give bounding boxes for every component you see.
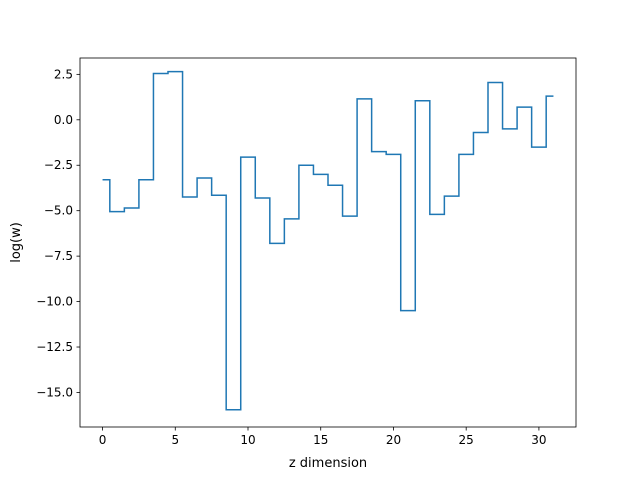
y-tick-label: −5.0: [44, 204, 73, 218]
y-tick-label: 0.0: [54, 113, 73, 127]
x-tick-label: 0: [99, 433, 107, 447]
x-tick-label: 5: [171, 433, 179, 447]
step-series-line: [102, 70, 554, 411]
y-axis-ticks: 2.5 0.0 −2.5 −5.0 −7.5 −10.0 −12.5 −15.0: [36, 67, 80, 399]
x-tick-label: 20: [386, 433, 401, 447]
y-tick-label: 2.5: [54, 67, 73, 81]
y-tick-label: −7.5: [44, 249, 73, 263]
x-tick-label: 15: [313, 433, 328, 447]
x-axis-label: z dimension: [289, 456, 367, 471]
axes-frame: [79, 57, 577, 428]
y-tick-label: −12.5: [36, 340, 73, 354]
y-axis-label: log(w): [9, 222, 24, 263]
y-tick-label: −10.0: [36, 295, 73, 309]
y-tick-label: −2.5: [44, 158, 73, 172]
x-tick-label: 10: [240, 433, 255, 447]
y-tick-label: −15.0: [36, 385, 73, 399]
x-tick-label: 30: [531, 433, 546, 447]
x-tick-label: 25: [459, 433, 474, 447]
series-step-path: [102, 70, 554, 411]
x-axis-ticks: 0 5 10 15 20 25 30: [99, 427, 547, 447]
